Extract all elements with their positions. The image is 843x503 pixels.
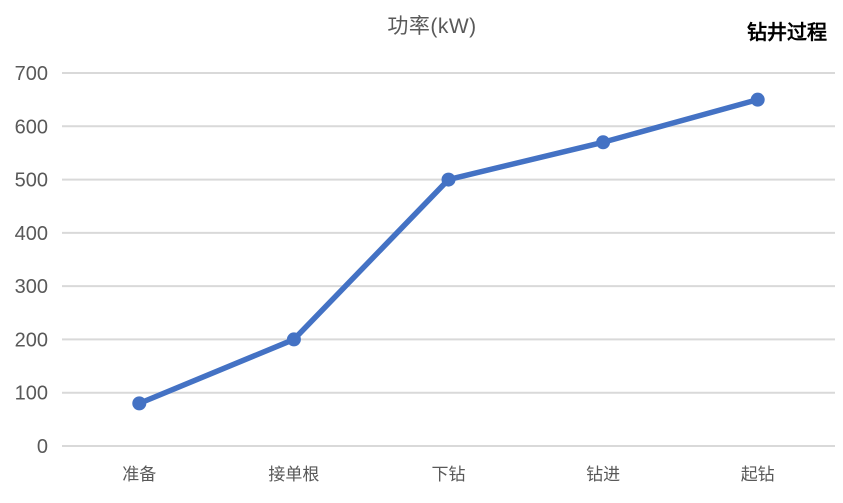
y-tick-label: 700 <box>15 63 48 85</box>
y-tick-label: 400 <box>15 223 48 245</box>
y-tick-label: 100 <box>15 383 48 405</box>
x-tick-label: 接单根 <box>268 465 319 484</box>
data-point <box>750 92 765 107</box>
x-tick-label: 起钻 <box>741 465 775 484</box>
series-label: 钻井过程 <box>747 22 827 44</box>
y-tick-label: 600 <box>15 116 48 138</box>
y-tick-label: 200 <box>15 329 48 351</box>
series-line <box>136 96 761 407</box>
x-tick-label: 准备 <box>122 465 156 484</box>
chart-title: 功率(kW) <box>387 15 477 38</box>
x-tick-label: 钻进 <box>586 465 620 484</box>
y-tick-label: 500 <box>15 170 48 192</box>
y-tick-label: 0 <box>37 436 48 458</box>
data-point <box>441 172 456 187</box>
data-point <box>596 135 611 150</box>
data-point <box>286 332 301 347</box>
data-point <box>132 396 147 411</box>
y-tick-label: 300 <box>15 276 48 298</box>
x-tick-label: 下钻 <box>432 465 466 484</box>
